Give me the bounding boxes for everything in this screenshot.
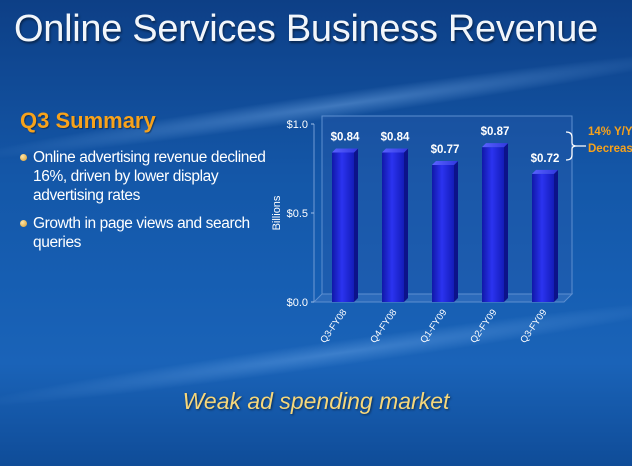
bar-top (332, 148, 358, 153)
bullet-item: Growth in page views and search queries (20, 214, 270, 252)
x-tick-label: Q2-FY09 (468, 307, 499, 345)
bar-side (404, 148, 408, 302)
chart-axes: $0.0 $0.5 $1.0 Billions (271, 119, 314, 309)
bar-value-label: $0.84 (381, 131, 410, 143)
x-tick-label: Q3-FY08 (318, 307, 349, 345)
x-tick-label: Q4-FY08 (368, 307, 399, 345)
summary-heading: Q3 Summary (20, 108, 156, 133)
annotation-text-line-2: Decrease (588, 143, 632, 155)
bullet-text: Growth in page views and search queries (33, 215, 250, 251)
bar-value-label: $0.84 (331, 131, 360, 143)
y-tick-label: $0.5 (287, 208, 308, 220)
bullet-item: Online advertising revenue declined 16%,… (20, 148, 270, 205)
bar-top (432, 160, 458, 165)
bar-value-label: $0.77 (431, 144, 460, 156)
bar-side (354, 148, 358, 302)
chart-annotation: 14% Y/Y Decrease (565, 126, 632, 161)
y-tick-label: $0.0 (287, 297, 308, 309)
bar-value-label: $0.87 (481, 126, 510, 138)
bar (532, 173, 554, 302)
annotation-text-line-1: 14% Y/Y (588, 126, 632, 138)
bar-side (554, 169, 558, 302)
bar (382, 152, 404, 302)
bullet-dot-icon (20, 154, 27, 161)
annotation-brace (565, 131, 586, 161)
bar-value-label: $0.72 (531, 153, 560, 165)
x-tick-label: Q3-FY09 (518, 307, 549, 345)
bar-side (504, 143, 508, 302)
summary-bullets: Online advertising revenue declined 16%,… (20, 148, 270, 261)
chart-bars (332, 143, 558, 302)
bullet-dot-icon (20, 220, 27, 227)
bar (432, 164, 454, 302)
bullet-text: Online advertising revenue declined 16%,… (33, 149, 266, 204)
bar (482, 147, 504, 302)
bar (332, 152, 354, 302)
y-axis-label: Billions (271, 195, 283, 230)
bar-top (482, 143, 508, 148)
footer-caption: Weak ad spending market (182, 388, 450, 414)
x-tick-label: Q1-FY09 (418, 307, 449, 345)
bar-top (532, 169, 558, 174)
bar-side (454, 160, 458, 302)
slide-title: Online Services Business Revenue (14, 8, 598, 50)
bar-top (382, 148, 408, 153)
y-tick-label: $1.0 (287, 119, 308, 131)
